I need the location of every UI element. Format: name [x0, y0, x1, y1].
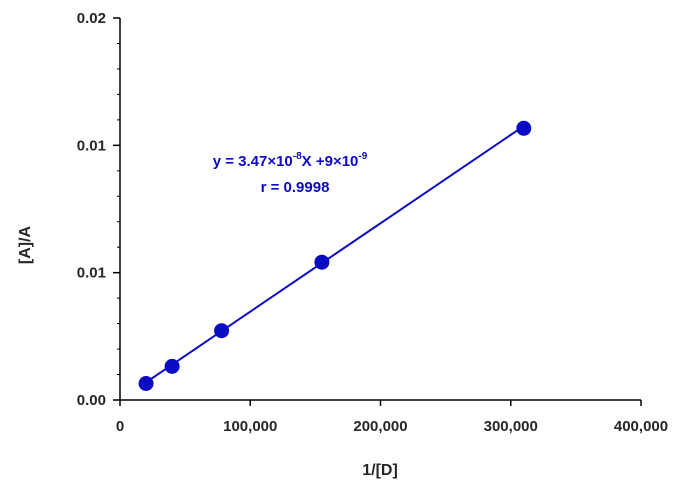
- y-tick-label: 0.01: [77, 265, 106, 282]
- fit-equation-exponent-1: -8: [293, 151, 302, 162]
- fit-equation-exponent-2: -9: [358, 151, 367, 162]
- y-axis-tick-labels: 0.00 0.01 0.01 0.02: [77, 10, 106, 409]
- x-axis-major-ticks: [119, 400, 642, 406]
- y-tick-label: 0.02: [77, 10, 106, 27]
- data-point: [516, 120, 532, 136]
- x-tick-label: 400,000: [614, 418, 668, 435]
- series-layer: [138, 120, 532, 391]
- x-tick-label: 100,000: [223, 418, 277, 435]
- y-axis-major-ticks: [113, 17, 120, 401]
- data-point: [164, 358, 180, 374]
- data-point: [138, 375, 154, 391]
- x-tick-label: 200,000: [353, 418, 407, 435]
- data-point: [214, 323, 230, 339]
- y-tick-label: 0.01: [77, 137, 106, 154]
- y-axis-title: [A]/A: [17, 225, 34, 264]
- fit-equation-prefix: y = 3.47×10: [213, 153, 293, 170]
- fit-annotation: y = 3.47×10-8X +9×10-9 r = 0.9998: [213, 151, 368, 196]
- fit-line: [145, 125, 525, 384]
- x-axis-tick-labels: 0 100,000 200,000 300,000 400,000: [116, 418, 668, 435]
- y-tick-label: 0.00: [77, 392, 106, 409]
- x-tick-label: 300,000: [484, 418, 538, 435]
- data-point: [314, 254, 330, 270]
- fit-equation-middle: X +9×10: [302, 153, 359, 170]
- x-axis-title: 1/[D]: [362, 462, 398, 479]
- x-tick-label: 0: [116, 418, 124, 435]
- fit-equation: y = 3.47×10-8X +9×10-9: [213, 151, 368, 170]
- plot-area: 0.00 0.01 0.01 0.02 0 100,000 200,000 300,000 4…: [77, 10, 668, 435]
- fit-r-value: r = 0.9998: [261, 179, 330, 196]
